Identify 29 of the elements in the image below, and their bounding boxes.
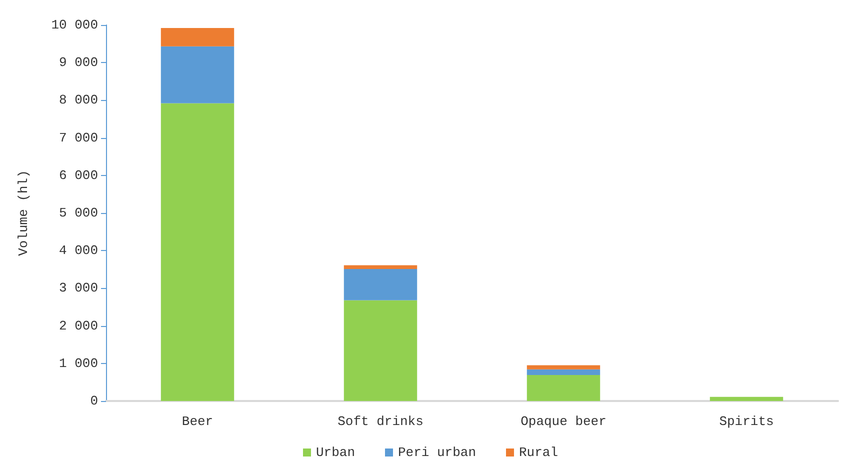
y-tick-label: 6 000 <box>58 168 98 183</box>
y-tick-label: 10 000 <box>51 18 98 32</box>
y-tick-label: 4 000 <box>58 243 98 258</box>
x-tick-label: Spirits <box>719 414 774 429</box>
x-tick-label: Opaque beer <box>520 414 606 429</box>
bar <box>344 265 418 270</box>
bar <box>160 46 234 104</box>
bar <box>344 269 418 300</box>
y-tick-label: 9 000 <box>58 55 98 70</box>
legend-label: Peri urban <box>398 445 476 460</box>
x-tick-label: Soft drinks <box>338 414 424 429</box>
bar <box>526 369 600 376</box>
y-tick-label: 7 000 <box>58 130 98 146</box>
bar <box>160 28 234 46</box>
y-tick-label: 0 <box>90 394 98 408</box>
bar <box>710 396 784 401</box>
legend-label: Urban <box>316 445 356 460</box>
bar <box>344 300 418 401</box>
y-tick-label: 1 000 <box>58 356 98 371</box>
x-tick-label: Beer <box>182 414 214 429</box>
y-tick-label: 5 000 <box>58 206 98 220</box>
bar <box>526 375 600 401</box>
y-tick-label: 8 000 <box>58 92 98 108</box>
y-tick-label: 3 000 <box>58 280 98 296</box>
y-tick-label: 2 000 <box>58 318 98 334</box>
bar <box>160 103 234 401</box>
legend-label: Rural <box>519 445 558 460</box>
bar <box>526 365 600 370</box>
y-axis-title: Volume (hl) <box>16 170 31 256</box>
